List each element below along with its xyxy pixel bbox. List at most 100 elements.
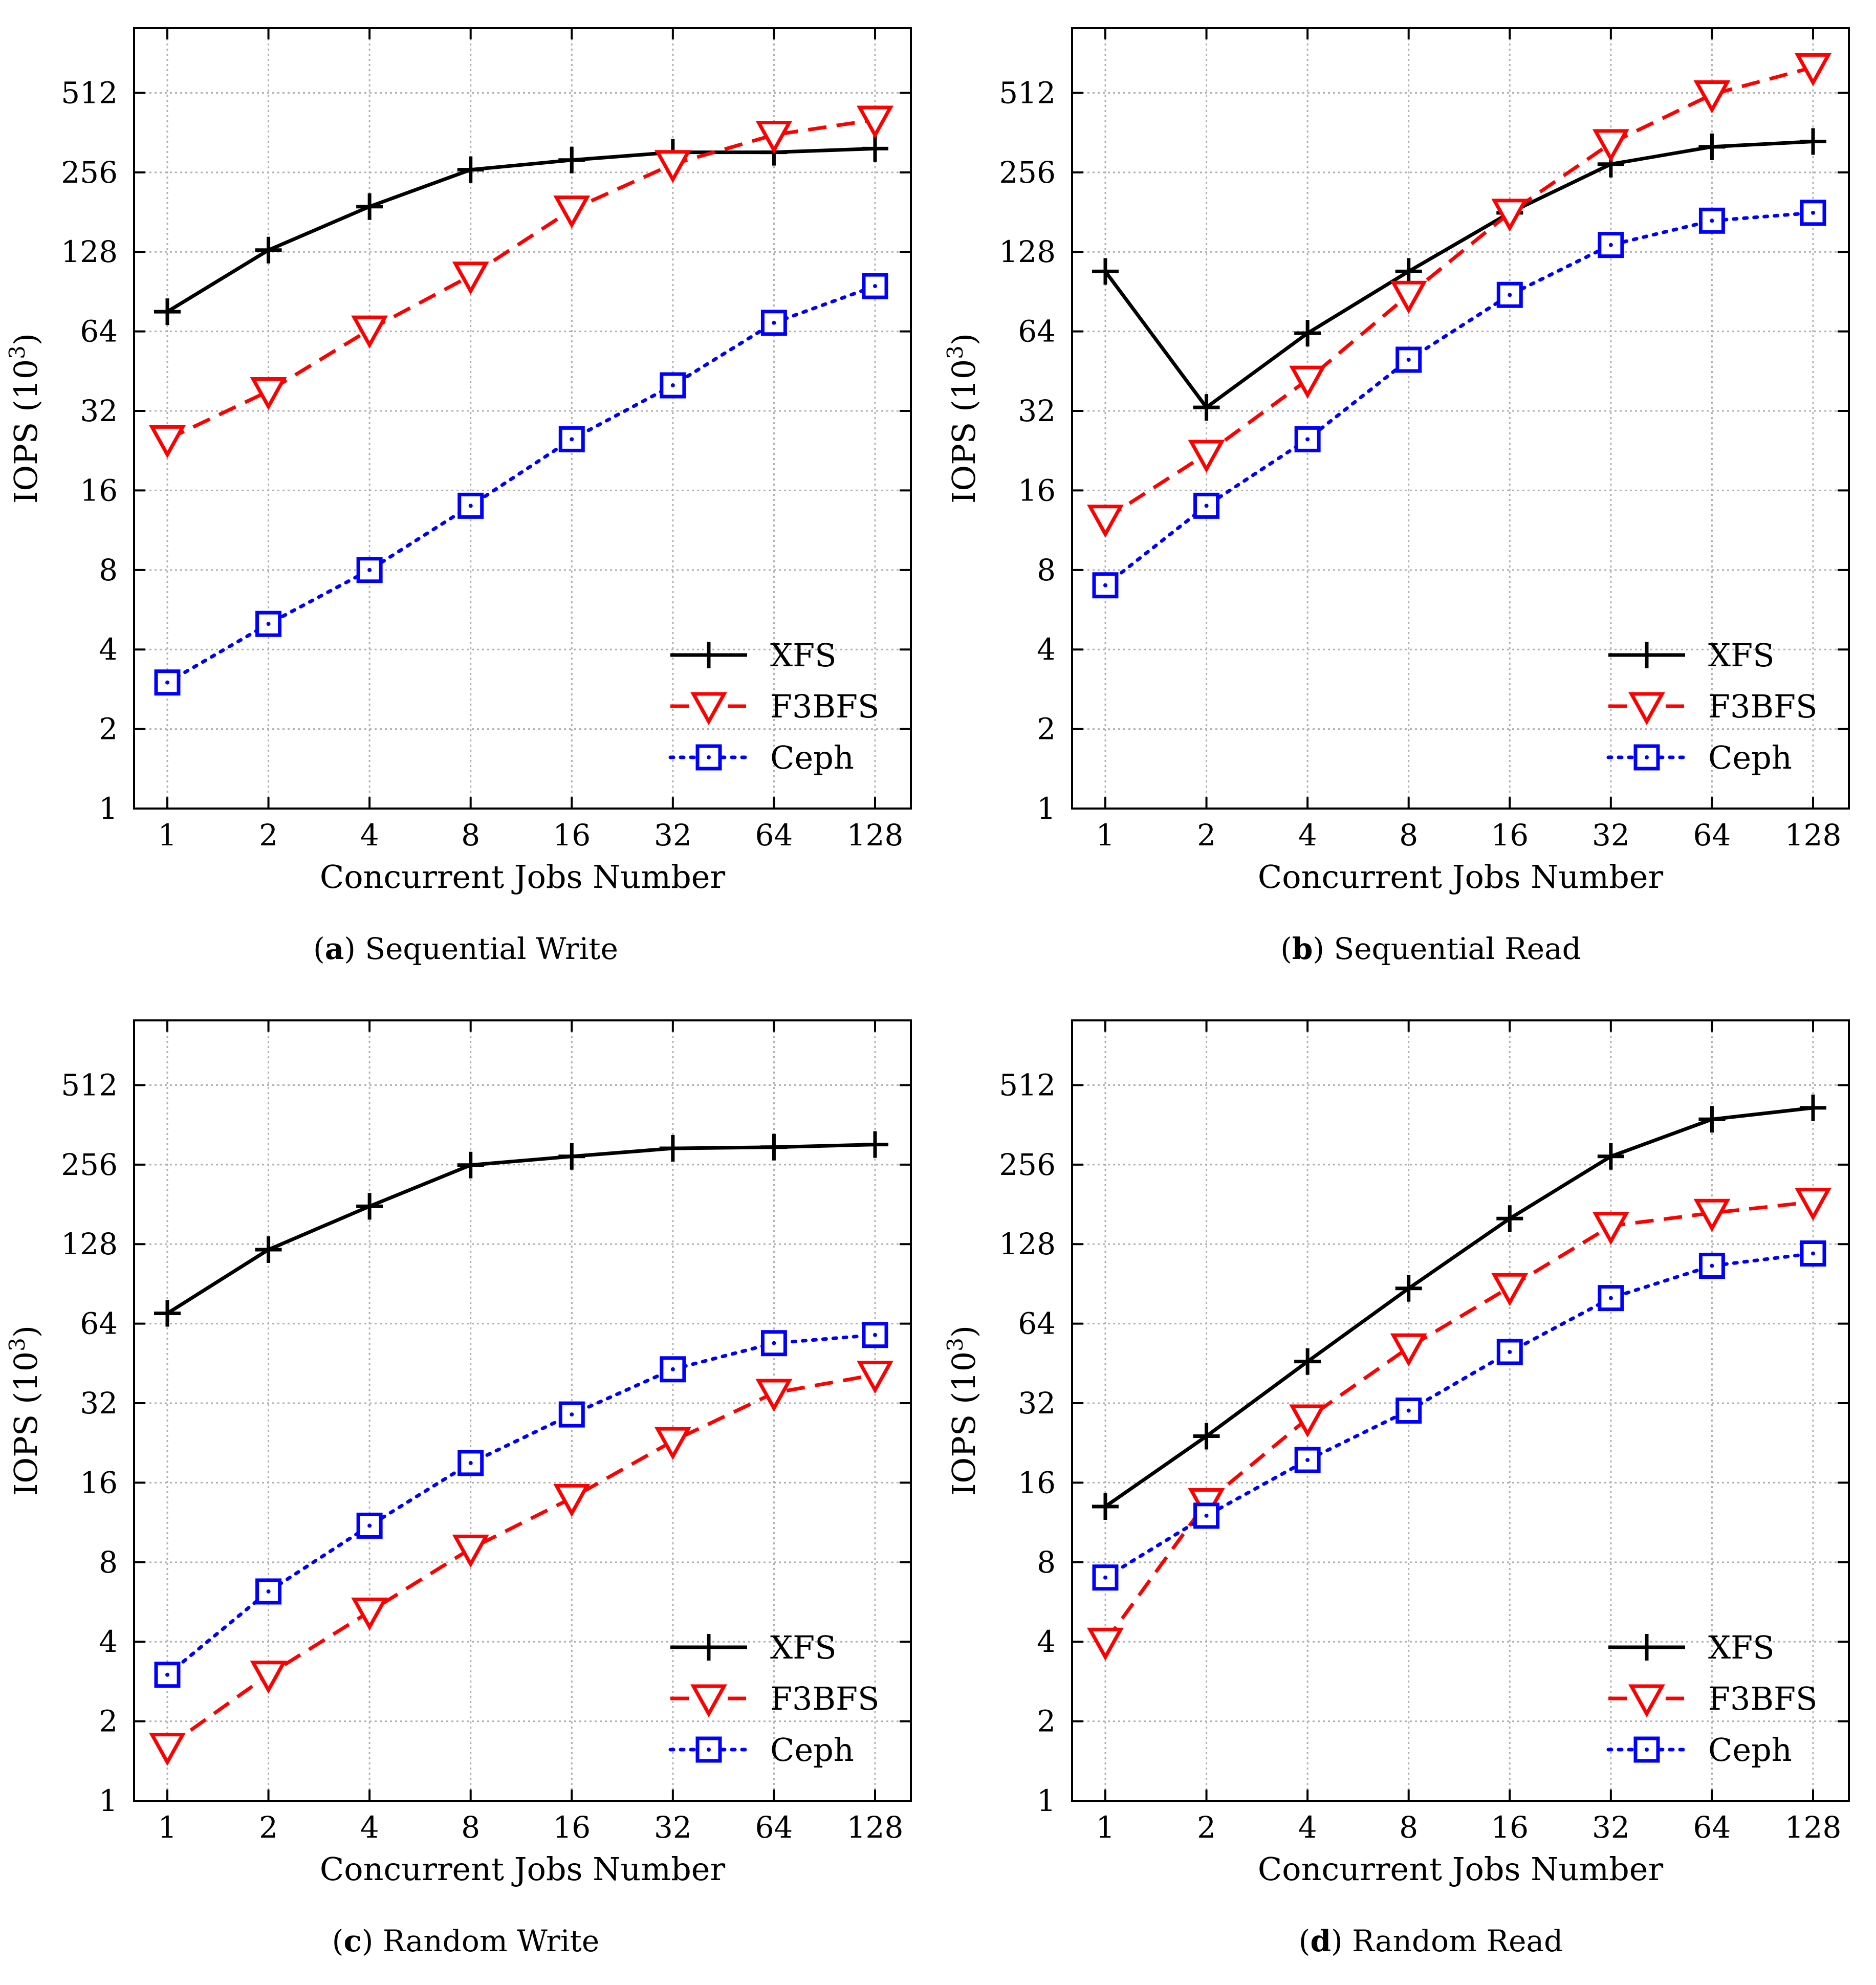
data-point (250, 1661, 287, 1694)
data-point (1698, 1106, 1726, 1133)
data-point-dot (570, 437, 574, 442)
caption-a-letter: a (324, 931, 344, 966)
series-ceph (154, 273, 888, 696)
caption-d-text: Random Read (1352, 1924, 1563, 1958)
x-axis-label: Concurrent Jobs Number (320, 858, 726, 896)
data-point (1390, 1333, 1427, 1367)
x-tick-label: 2 (259, 818, 278, 853)
chart-panel-d: 1 2 4 8 16 32 64 128 1 2 4 8 16 32 64 128 256 512 Concurre… (938, 992, 1876, 1985)
series-line (166, 118, 876, 441)
data-point (1597, 1143, 1624, 1170)
data-point (755, 1379, 793, 1412)
legend-marker (1633, 642, 1660, 668)
series-xfs (154, 1131, 888, 1327)
data-point (1598, 232, 1624, 258)
legend-label: Ceph (1708, 1731, 1792, 1769)
series-line (166, 1373, 876, 1749)
y-tick-label: 64 (1018, 314, 1056, 349)
series-ceph (1092, 1240, 1826, 1591)
chart-b-frame (1071, 27, 1850, 810)
y-axis-label: IOPS (103) (943, 333, 983, 504)
data-point (149, 425, 186, 459)
data-point (659, 1135, 686, 1162)
chart-c-svg: 1 2 4 8 16 32 64 128 1 2 4 8 16 32 64 128 256 512 Concurre… (5, 1019, 912, 1888)
data-point-dot (1508, 293, 1512, 297)
data-point (1496, 1205, 1523, 1232)
data-point-dot (1406, 1408, 1411, 1413)
y-tick-label: 128 (999, 1227, 1056, 1261)
y-axis-label: IOPS (103) (943, 1325, 983, 1496)
data-point-dot (570, 1412, 574, 1417)
legend-label: XFS (770, 1629, 837, 1666)
series-xfs (1092, 1094, 1826, 1520)
caption-c-text: Random Write (382, 1924, 600, 1958)
data-point (356, 193, 383, 220)
legend-label: F3BFS (770, 688, 880, 725)
legend-label: F3BFS (770, 1680, 880, 1717)
chart-panel-a: 1 2 4 8 16 32 64 128 1 2 4 8 16 32 64 128 256 512 Concurre… (0, 0, 938, 992)
data-point (149, 1733, 186, 1766)
legend-marker (690, 1684, 727, 1718)
series-line (1104, 66, 1814, 520)
y-tick-label: 32 (80, 394, 118, 428)
y-tick-label: 256 (999, 1147, 1056, 1182)
data-point (862, 135, 888, 162)
legend-label: XFS (1708, 1629, 1775, 1666)
data-point-dot (367, 568, 372, 572)
y-tick-label: 16 (1018, 473, 1056, 508)
data-point (857, 1360, 893, 1394)
series-xfs (1092, 128, 1826, 421)
data-point (760, 1330, 787, 1357)
data-point (154, 298, 181, 325)
x-tick-label: 128 (1785, 1810, 1842, 1845)
data-point (154, 669, 181, 696)
y-tick-label: 4 (99, 632, 118, 667)
y-tick-label: 16 (1018, 1465, 1056, 1500)
x-tick-label: 16 (553, 1810, 591, 1845)
y-tick-label: 64 (1018, 1306, 1056, 1341)
data-point (1395, 1275, 1422, 1302)
data-point-dot (468, 504, 473, 508)
data-point-dot (266, 1589, 271, 1594)
caption-c: (c) Random Write (332, 1924, 600, 1958)
data-point-dot (165, 680, 169, 685)
chart-panel-b: 1 2 4 8 16 32 64 128 1 2 4 8 16 32 64 128 256 512 Concurre… (938, 0, 1876, 992)
x-tick-label: 16 (553, 818, 591, 853)
chart-a-frame (133, 27, 912, 810)
y-tick-label: 32 (1018, 1386, 1056, 1421)
data-point-dot (1608, 1296, 1613, 1300)
data-point (255, 236, 282, 264)
legend-label: F3BFS (1708, 688, 1818, 725)
data-point (1087, 505, 1124, 538)
data-point (654, 1427, 691, 1460)
legend-marker (1628, 1684, 1665, 1718)
data-point (760, 1133, 788, 1161)
data-point (1491, 1273, 1529, 1306)
caption-b-letter: b (1292, 931, 1313, 966)
data-point (1795, 1188, 1831, 1221)
legend-label: XFS (770, 637, 837, 674)
data-point (1698, 133, 1726, 160)
data-point-dot (873, 1333, 877, 1337)
y-tick-label: 16 (80, 473, 118, 508)
data-point-dot (1811, 1251, 1815, 1256)
data-point (1693, 1198, 1731, 1232)
x-tick-label: 32 (654, 818, 692, 853)
y-tick-label: 8 (99, 553, 118, 587)
data-point-dot (1406, 357, 1411, 362)
y-tick-label: 512 (999, 75, 1056, 110)
data-point (553, 195, 591, 229)
data-point (1193, 492, 1220, 519)
chart-a-svg: 1 2 4 8 16 32 64 128 1 2 4 8 16 32 64 128 256 512 Concurre… (5, 27, 912, 896)
chart-d-grid (1072, 1020, 1849, 1802)
data-point (1193, 394, 1220, 421)
x-tick-label: 8 (1399, 818, 1418, 853)
y-tick-label: 512 (999, 1067, 1056, 1102)
y-tick-label: 2 (1037, 1704, 1056, 1739)
caption-a-text: Sequential Write (365, 931, 618, 966)
x-axis-label: Concurrent Jobs Number (320, 1850, 726, 1888)
series-line (1104, 1106, 1814, 1508)
y-tick-label: 2 (99, 1704, 118, 1739)
y-tick-label: 8 (1037, 1545, 1056, 1580)
y-axis-label: IOPS (103) (5, 333, 45, 504)
